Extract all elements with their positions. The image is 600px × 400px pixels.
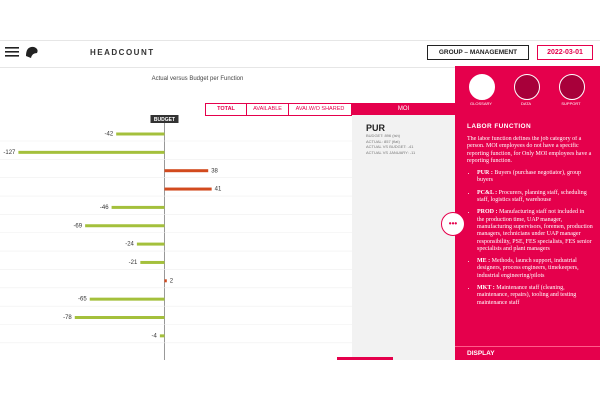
value-label: -24 [125,242,134,248]
top-bar [0,40,600,68]
value-label: -127 [3,150,16,156]
bar [18,150,165,154]
bullet-text: Buyers (purchase negotiator), group buye… [477,170,581,184]
value-label: -65 [78,297,87,303]
moi-line: ACTUAL VS JANUARY: -11 [366,149,416,155]
bar [74,316,165,319]
value-label: -78 [63,315,72,321]
bullet-text: Maintenance staff (cleaning, maintenance… [477,285,577,306]
group-selector[interactable]: GROUP – MANAGEMENT [427,45,529,60]
bullet: PUR : Buyers (purchase negotiator), grou… [477,170,593,185]
moi-line: BUDGET: 896 (ish) [366,133,401,138]
tab[interactable]: AVAILABLE [246,103,289,116]
bar [85,224,165,228]
bullet-term: MKT : [477,285,495,292]
bar [140,260,165,264]
scroll-indicator [337,357,393,360]
bullet: PROD : Manufacturing staff not included … [477,209,593,253]
bar [164,169,209,173]
side-panel: LABOR FUNCTION The labor function define… [455,66,600,360]
value-label: 41 [215,187,222,193]
tab[interactable]: TOTAL [205,103,247,116]
chart: BUDGET -42 -127 38 41 -46 -69 -24 -21 2 -65 -78 -4 [0,115,352,360]
icon-button[interactable] [469,74,495,100]
chart-title: Actual versus Budget per Function [151,76,244,82]
bullet-text: Methods, launch support, industrial desi… [477,258,579,279]
bullet-term: PROD : [477,209,498,216]
tab[interactable]: AVAI.W/O SHARED [288,103,352,116]
budget-label: BUDGET [154,117,175,123]
budget-label-bg [150,115,179,123]
bullet-list: PUR : Buyers (purchase negotiator), grou… [467,170,593,307]
bullet: ME : Methods, launch support, industrial… [477,258,593,280]
moi-name: PUR [366,123,386,133]
page-title: HEADCOUNT [90,48,155,57]
bullet-text: Procurers, planning staff, scheduling st… [477,189,587,204]
icon-label: DATA [520,101,532,106]
icon-button[interactable] [559,74,585,100]
moi-detail: PUR BUDGET: 896 (ish) ACTUAL: 857 (flat) A… [352,115,455,360]
value-label: -42 [105,132,114,138]
bar [89,297,165,301]
bullet: MKT : Maintenance staff (cleaning, maint… [477,285,593,307]
icon-label: GLOSSARY [470,101,492,106]
bar [111,205,165,209]
panel-heading: LABOR FUNCTION [467,123,532,130]
bar [116,132,165,136]
bullet-term: PC&L : [477,189,498,196]
bar [136,242,165,246]
display-section[interactable]: DISPLAY [455,346,600,360]
icon-label: SUPPORT [561,101,581,106]
value-label: 38 [211,168,218,174]
bar [159,334,165,338]
date-selector[interactable]: 2022-03-01 [537,45,593,60]
bullet-term: PUR : [477,170,493,177]
bullet-term: ME : [477,258,491,265]
panel-intro: The labor function defines the job categ… [467,136,592,164]
value-label: -4 [152,333,158,339]
value-label: -69 [73,223,82,229]
bullet-text: Manufacturing staff not included in the … [477,209,593,252]
panel-text: The labor function defines the job categ… [467,136,593,346]
more-button[interactable]: ••• [441,212,465,236]
bar [164,279,167,283]
value-label: -46 [100,205,109,211]
value-label: -21 [129,260,138,266]
icon-button[interactable] [514,74,540,100]
menu-logo[interactable] [4,44,44,62]
bullet: PC&L : Procurers, planning staff, schedu… [477,190,593,205]
value-label: 2 [170,278,174,284]
moi-header: MOI [352,103,455,115]
moi-line: ACTUAL VS BUDGET: -41 [366,144,414,149]
bar [164,187,212,191]
moi-line: ACTUAL: 857 (flat) [366,138,400,144]
